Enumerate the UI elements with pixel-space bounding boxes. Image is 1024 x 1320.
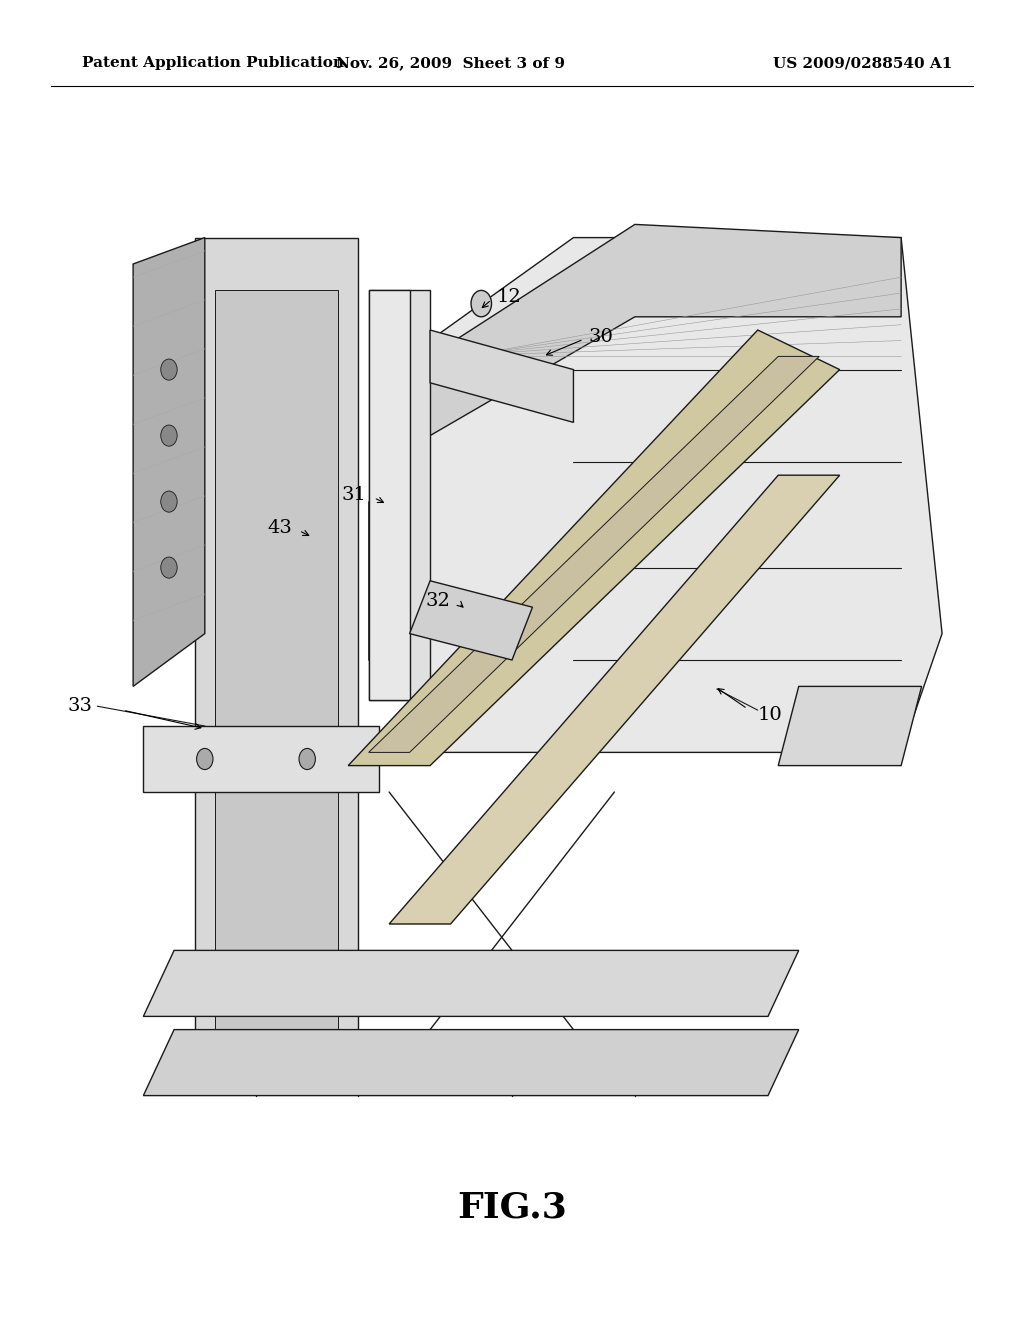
Circle shape bbox=[161, 557, 177, 578]
Polygon shape bbox=[133, 238, 205, 686]
Polygon shape bbox=[369, 290, 430, 700]
Polygon shape bbox=[348, 330, 840, 766]
Text: 12: 12 bbox=[497, 288, 521, 306]
Polygon shape bbox=[410, 581, 532, 660]
Polygon shape bbox=[389, 475, 840, 924]
Polygon shape bbox=[430, 224, 901, 436]
Text: 31: 31 bbox=[342, 486, 367, 504]
Text: 30: 30 bbox=[589, 327, 613, 346]
Circle shape bbox=[161, 425, 177, 446]
Circle shape bbox=[161, 491, 177, 512]
Polygon shape bbox=[215, 290, 338, 1056]
Circle shape bbox=[471, 290, 492, 317]
Text: Nov. 26, 2009  Sheet 3 of 9: Nov. 26, 2009 Sheet 3 of 9 bbox=[336, 57, 565, 70]
Polygon shape bbox=[143, 950, 799, 1016]
Text: FIG.3: FIG.3 bbox=[457, 1191, 567, 1225]
Polygon shape bbox=[143, 726, 379, 792]
Circle shape bbox=[197, 748, 213, 770]
Text: US 2009/0288540 A1: US 2009/0288540 A1 bbox=[773, 57, 952, 70]
Polygon shape bbox=[195, 238, 358, 1082]
Polygon shape bbox=[369, 356, 819, 752]
Text: 10: 10 bbox=[758, 706, 782, 725]
Polygon shape bbox=[430, 330, 573, 422]
Text: Patent Application Publication: Patent Application Publication bbox=[82, 57, 344, 70]
Text: 32: 32 bbox=[426, 591, 451, 610]
Polygon shape bbox=[143, 1030, 799, 1096]
Text: 33: 33 bbox=[68, 697, 92, 715]
Polygon shape bbox=[778, 686, 922, 766]
Circle shape bbox=[161, 359, 177, 380]
Polygon shape bbox=[389, 238, 942, 752]
Polygon shape bbox=[369, 290, 410, 700]
Circle shape bbox=[299, 748, 315, 770]
Text: 43: 43 bbox=[267, 519, 292, 537]
